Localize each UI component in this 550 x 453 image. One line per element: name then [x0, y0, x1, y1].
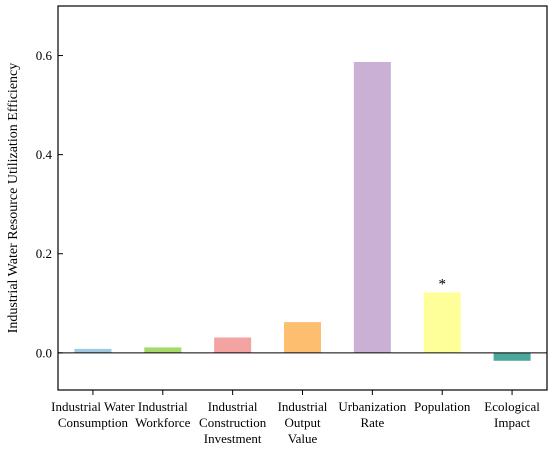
category-label-line: Investment: [204, 431, 262, 446]
category-label-line: Industrial Water: [51, 399, 135, 414]
category-label-line: Construction: [199, 415, 267, 430]
category-label-line: Industrial: [138, 399, 188, 414]
category-label-line: Population: [414, 399, 471, 414]
category-label-line: Ecological: [484, 399, 540, 414]
bar-0: [74, 348, 112, 353]
x-axis-ticks: [92, 390, 513, 395]
y-axis-ticks: 0.0 0.2 0.4 0.6: [36, 48, 63, 360]
bar-4: [353, 61, 391, 353]
y-tick-label-2: 0.4: [36, 147, 53, 162]
category-label-line: Urbanization: [338, 399, 406, 414]
bars-group: *: [74, 61, 531, 361]
category-label-line: Industrial: [208, 399, 258, 414]
category-label-6: Ecological Impact: [484, 399, 540, 430]
category-label-line: Rate: [360, 415, 384, 430]
bar-5: [423, 292, 461, 353]
y-tick-label-0: 0.0: [36, 345, 52, 360]
category-label-4: Urbanization Rate: [338, 399, 406, 430]
category-label-3: Industrial Output Value: [278, 399, 328, 446]
bar-1: [144, 347, 182, 353]
y-tick-label-3: 0.6: [36, 48, 53, 63]
category-label-line: Value: [288, 431, 318, 446]
category-label-line: Consumption: [58, 415, 129, 430]
bar-3: [284, 322, 321, 353]
bar-6: [493, 352, 531, 361]
category-label-5: Population: [414, 399, 471, 414]
category-label-0: Industrial Water Consumption: [51, 399, 135, 430]
y-axis-label: Industrial Water Resource Utilization Ef…: [6, 63, 21, 333]
category-label-line: Industrial: [278, 399, 328, 414]
category-label-line: Impact: [494, 415, 530, 430]
bar-2: [214, 337, 252, 353]
category-label-1: Industrial Workforce: [135, 399, 190, 430]
bar-annotation-5: *: [438, 276, 446, 292]
category-label-line: Workforce: [135, 415, 190, 430]
category-label-2: Industrial Construction Investment: [199, 399, 267, 446]
y-tick-label-1: 0.2: [36, 246, 52, 261]
category-label-line: Output: [284, 415, 321, 430]
